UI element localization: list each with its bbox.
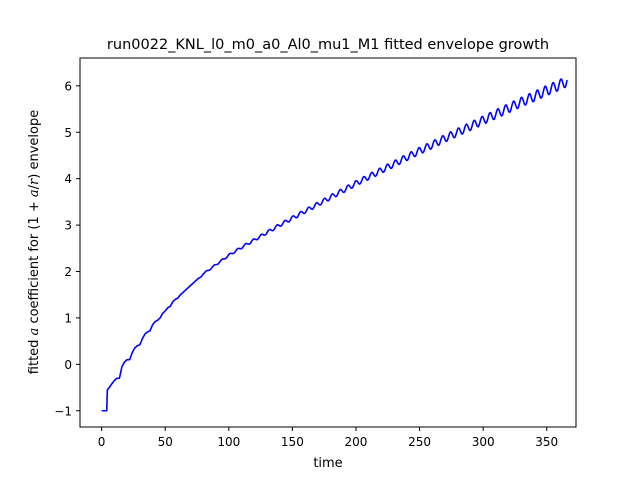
y-tick-label: 1: [64, 311, 72, 325]
x-axis-label: time: [313, 456, 342, 471]
x-tick-label: 350: [535, 435, 558, 449]
chart-title: run0022_KNL_l0_m0_a0_Al0_mu1_M1 fitted e…: [107, 37, 549, 53]
plot-area: 0 50 100 150 200 250 300 350 −1 0 1 2 3 4 5 6: [54, 57, 577, 449]
x-tick-label: 200: [345, 435, 368, 449]
y-label-post: ) envelope: [27, 110, 42, 179]
y-label-mid: coefficient for (1 +: [27, 197, 42, 328]
x-tick-label: 150: [281, 435, 304, 449]
x-axis-ticks: 0 50 100 150 200 250 300 350: [98, 427, 558, 449]
y-tick-label: 3: [64, 219, 72, 233]
y-label-var: a: [27, 328, 42, 336]
x-tick-label: 250: [408, 435, 431, 449]
x-tick-label: 0: [98, 435, 106, 449]
axes-frame: [79, 57, 577, 428]
y-tick-label: 2: [64, 265, 72, 279]
y-label-frac-den: r: [27, 178, 42, 185]
y-label-frac-num: a: [27, 189, 42, 197]
series-line: [101, 78, 568, 412]
y-label-frac-sep: /: [27, 184, 42, 189]
y-axis-ticks: −1 0 1 2 3 4 5 6: [54, 79, 80, 418]
y-tick-label: 5: [64, 126, 72, 140]
x-tick-label: 300: [472, 435, 495, 449]
x-tick-label: 50: [158, 435, 173, 449]
y-tick-label: −1: [54, 404, 72, 418]
y-tick-label: 4: [64, 172, 72, 186]
y-tick-label: 6: [64, 79, 72, 93]
y-axis-label: fitted a coefficient for (1 + a/r) envel…: [27, 110, 42, 374]
y-tick-label: 0: [64, 358, 72, 372]
x-tick-label: 100: [217, 435, 240, 449]
y-label-pre: fitted: [27, 335, 42, 374]
